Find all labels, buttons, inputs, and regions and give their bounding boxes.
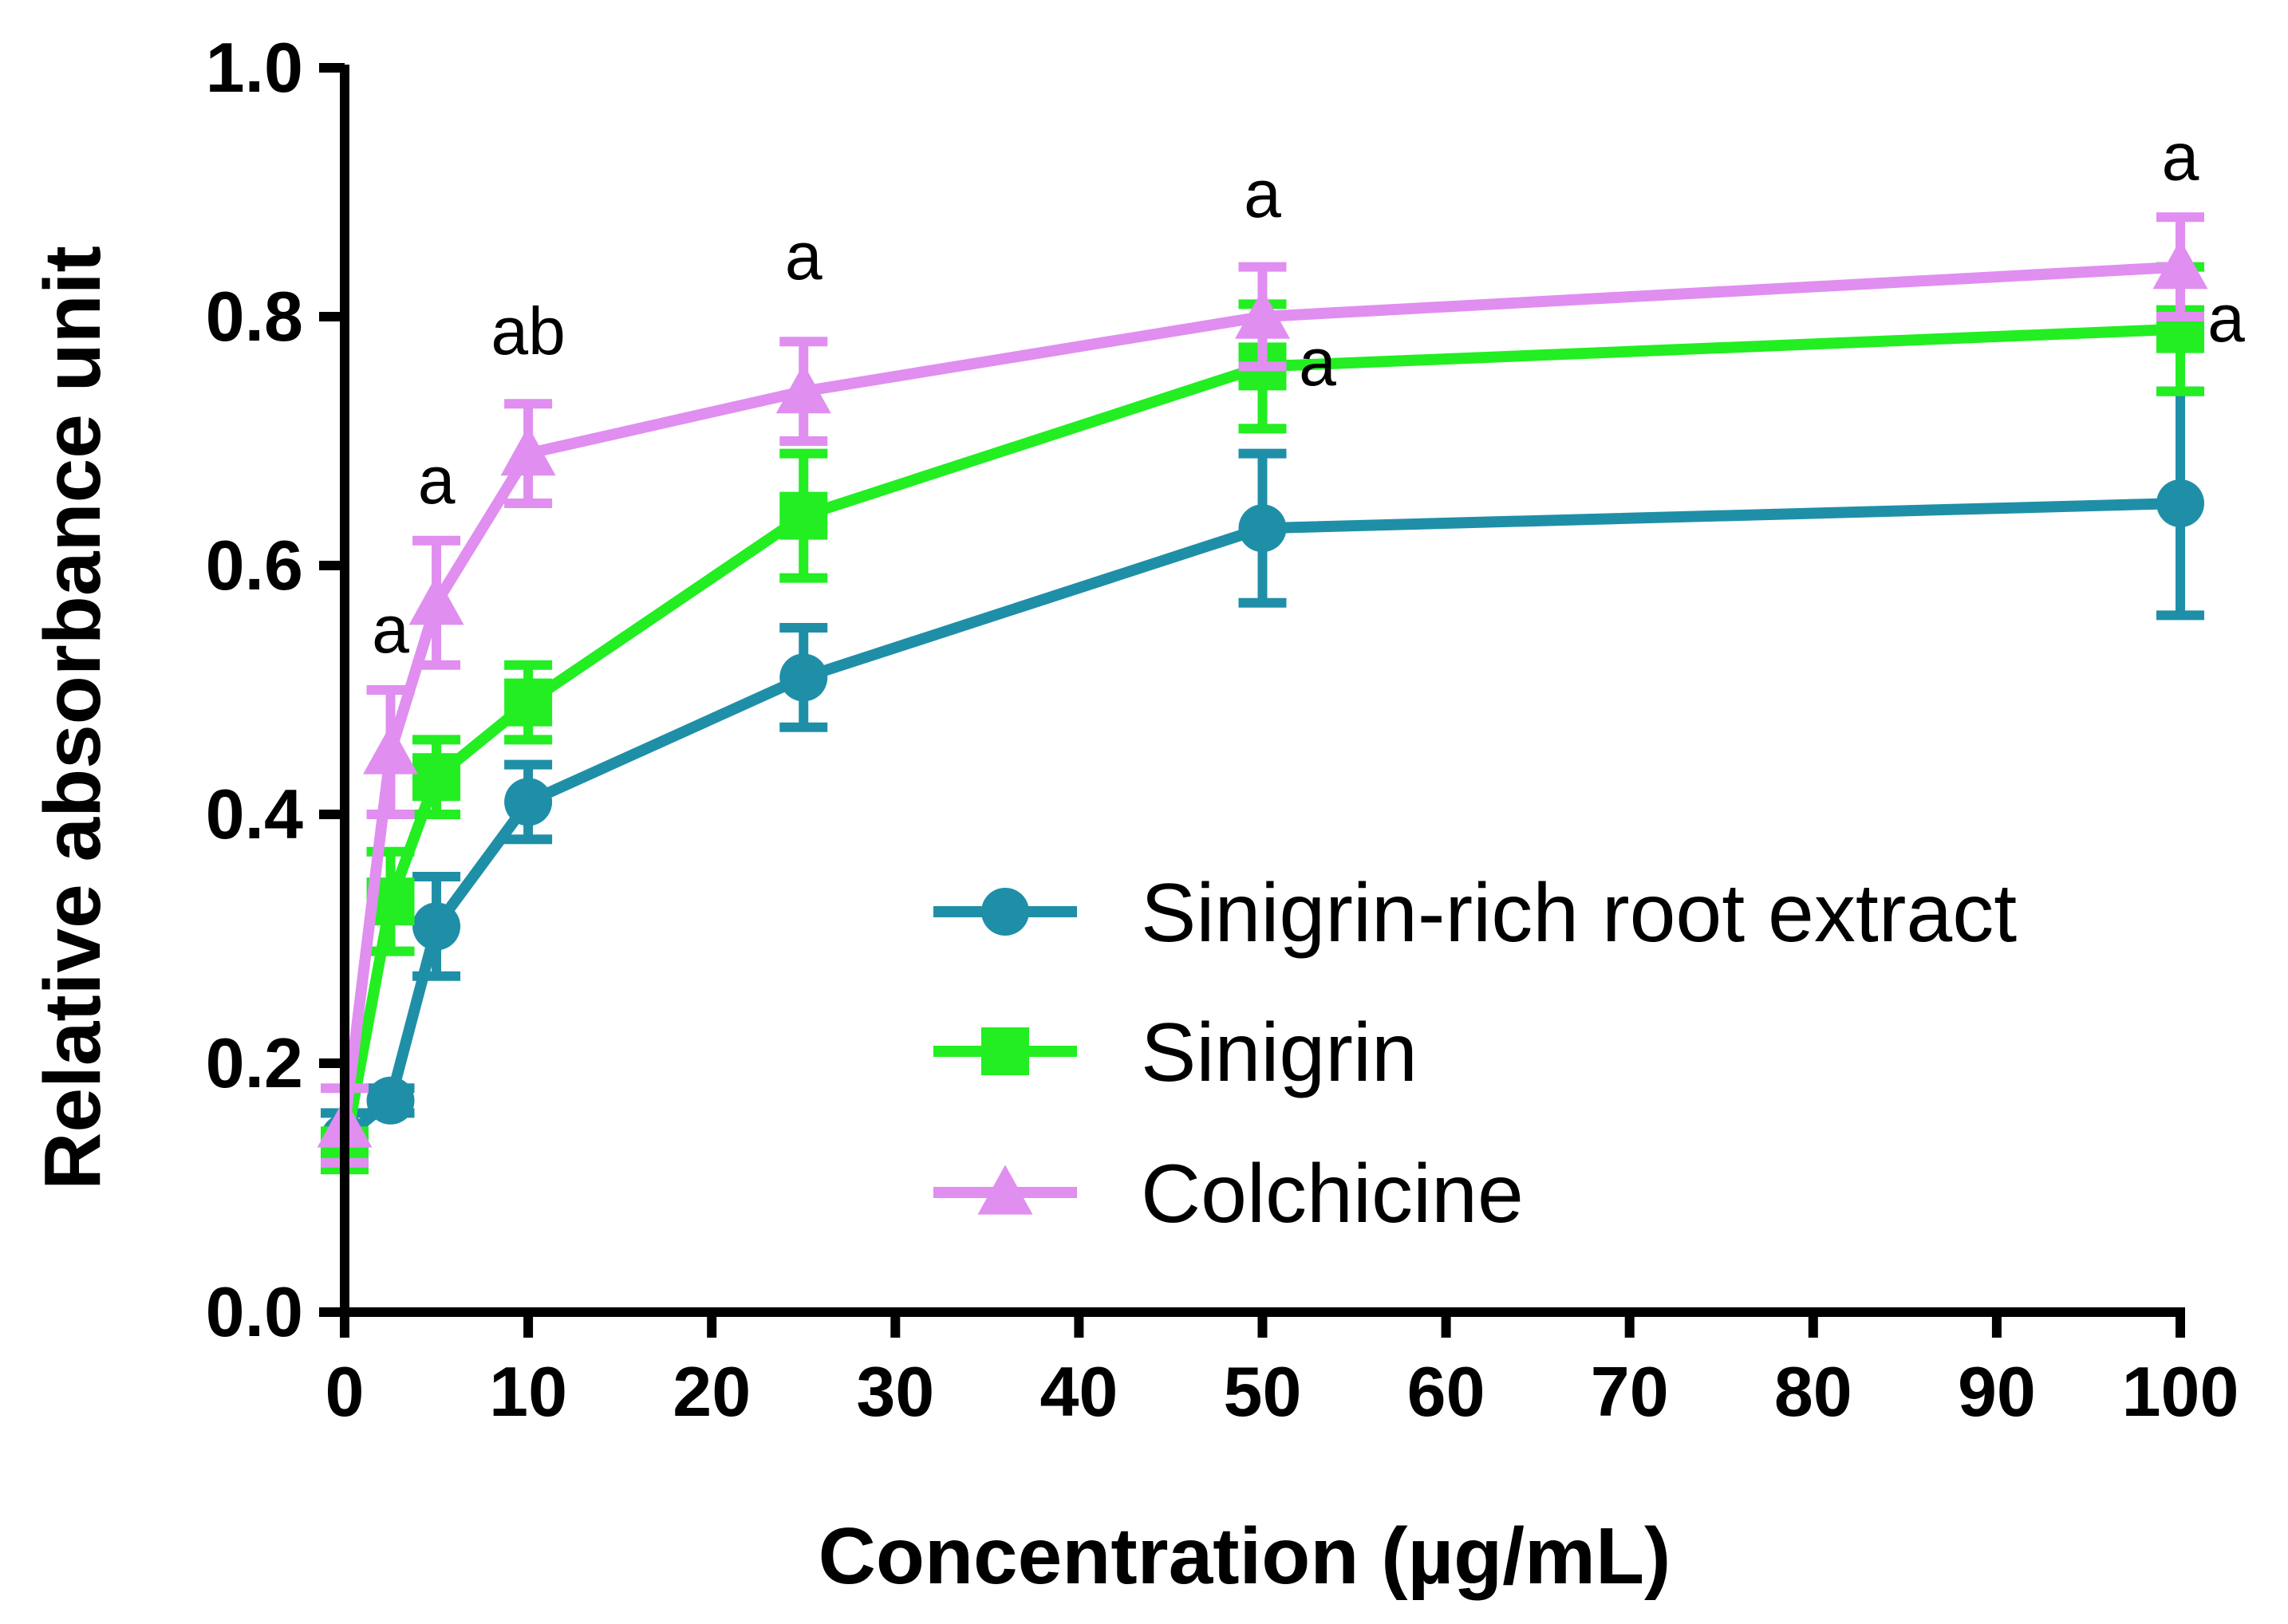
data-point bbox=[2152, 239, 2208, 290]
legend-label: Colchicine bbox=[1141, 1148, 1524, 1240]
legend: Sinigrin-rich root extract Sinigrin Colchi… bbox=[933, 867, 2017, 1240]
x-tick-label: 10 bbox=[489, 1352, 567, 1431]
axes: 0.0 0.2 0.4 0.6 0.8 1.0 0 10 20 30 40 50 60 70 80 90 100 bbox=[206, 28, 2239, 1431]
significance-label: a bbox=[2162, 119, 2199, 194]
x-tick-label: 80 bbox=[1774, 1352, 1852, 1431]
y-tick-label: 0.2 bbox=[206, 1023, 303, 1102]
x-tick-label: 20 bbox=[673, 1352, 751, 1431]
legend-swatch-marker bbox=[981, 888, 1029, 936]
y-tick-label: 0.4 bbox=[206, 775, 303, 853]
significance-label: ab bbox=[491, 294, 565, 369]
significance-label: a bbox=[2207, 281, 2245, 356]
data-point bbox=[412, 902, 461, 951]
legend-swatch-marker bbox=[981, 1027, 1029, 1075]
y-tick-label: 0.6 bbox=[206, 526, 303, 605]
legend-label: Sinigrin-rich root extract bbox=[1141, 867, 2017, 960]
y-tick-label: 0.8 bbox=[206, 277, 303, 356]
legend-swatch-marker bbox=[977, 1165, 1033, 1215]
legend-label: Sinigrin bbox=[1141, 1007, 1418, 1099]
x-tick-label: 50 bbox=[1224, 1352, 1302, 1431]
significance-label: a bbox=[1244, 156, 1281, 231]
data-point bbox=[2156, 479, 2204, 527]
legend-item-2: Colchicine bbox=[933, 1148, 1524, 1240]
significance-label: a bbox=[418, 443, 456, 518]
data-point bbox=[500, 426, 556, 476]
x-tick-label: 100 bbox=[2122, 1352, 2239, 1431]
y-axis-title: Relative absorbance unit bbox=[28, 246, 117, 1190]
y-tick-label: 0.0 bbox=[206, 1272, 303, 1351]
legend-item-0: Sinigrin-rich root extract bbox=[933, 867, 2017, 960]
significance-label: a bbox=[785, 219, 822, 294]
x-tick-label: 40 bbox=[1039, 1352, 1118, 1431]
data-point bbox=[1235, 289, 1290, 339]
significance-label: a bbox=[372, 592, 409, 667]
data-point bbox=[408, 575, 464, 625]
data-point bbox=[775, 364, 831, 414]
x-tick-label: 60 bbox=[1407, 1352, 1485, 1431]
data-point bbox=[779, 653, 828, 702]
legend-item-1: Sinigrin bbox=[933, 1007, 1418, 1099]
x-tick-label: 70 bbox=[1591, 1352, 1669, 1431]
x-tick-label: 0 bbox=[325, 1352, 365, 1431]
x-tick-label: 30 bbox=[856, 1352, 934, 1431]
y-tick-label: 1.0 bbox=[206, 28, 303, 107]
series-2 bbox=[317, 212, 2208, 1168]
data-point bbox=[779, 491, 828, 540]
data-point bbox=[504, 778, 553, 826]
data-point bbox=[363, 724, 419, 775]
data-point bbox=[412, 753, 461, 802]
x-tick-label: 90 bbox=[1958, 1352, 2036, 1431]
x-axis-title: Concentration (µg/mL) bbox=[819, 1512, 1671, 1601]
data-point bbox=[1238, 504, 1287, 553]
data-point bbox=[366, 1076, 415, 1125]
significance-label: a bbox=[1299, 325, 1336, 400]
data-point bbox=[504, 678, 553, 727]
